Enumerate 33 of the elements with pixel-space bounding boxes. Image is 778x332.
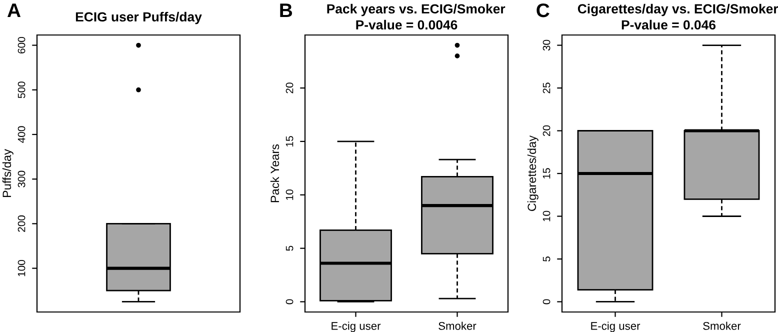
y-axis-title: Pack Years — [270, 144, 280, 202]
y-tick-label: 10 — [542, 210, 550, 222]
y-tick-label: 500 — [18, 82, 26, 98]
y-tick-label: 0 — [286, 299, 294, 304]
x-tick-label: Smoker — [438, 322, 476, 330]
y-axis-title: Cigarettes/day — [527, 135, 538, 211]
y-tick-label: 20 — [542, 125, 550, 136]
x-tick-label: Smoker — [703, 322, 741, 330]
y-tick-label: 600 — [18, 36, 26, 54]
chart-title: Cigarettes/day vs. ECIG/Smoker — [578, 4, 778, 16]
y-tick-label: 15 — [542, 168, 550, 178]
chart-title: ECIG user Puffs/day — [76, 12, 202, 24]
y-tick-label: 5 — [542, 256, 550, 262]
y-tick-label: 5 — [286, 246, 294, 251]
chart-title: Pack years vs. ECIG/Smoker — [327, 4, 506, 16]
y-tick-label: 200 — [18, 215, 26, 232]
y-tick-label: 10 — [286, 189, 294, 200]
chart-subtitle: P-value = 0.0046 — [356, 20, 458, 30]
text: C — [536, 3, 550, 18]
x-tick-label: E-cig user — [591, 322, 640, 332]
y-tick-label: 30 — [542, 40, 550, 51]
y-tick-label: 15 — [286, 136, 294, 146]
chart-subtitle: P-value = 0.046 — [622, 20, 716, 30]
x-tick-label: E-cig user — [332, 322, 381, 332]
y-tick-label: 400 — [18, 126, 26, 143]
y-tick-label: 0 — [542, 299, 550, 304]
y-tick-label: 25 — [542, 82, 550, 94]
y-tick-label: 100 — [18, 260, 26, 276]
y-tick-label: 300 — [18, 170, 26, 188]
y-axis-title: Puffs/day — [2, 149, 14, 198]
y-tick-label: 20 — [286, 82, 294, 94]
text: B — [280, 4, 292, 18]
text: A — [7, 4, 21, 18]
